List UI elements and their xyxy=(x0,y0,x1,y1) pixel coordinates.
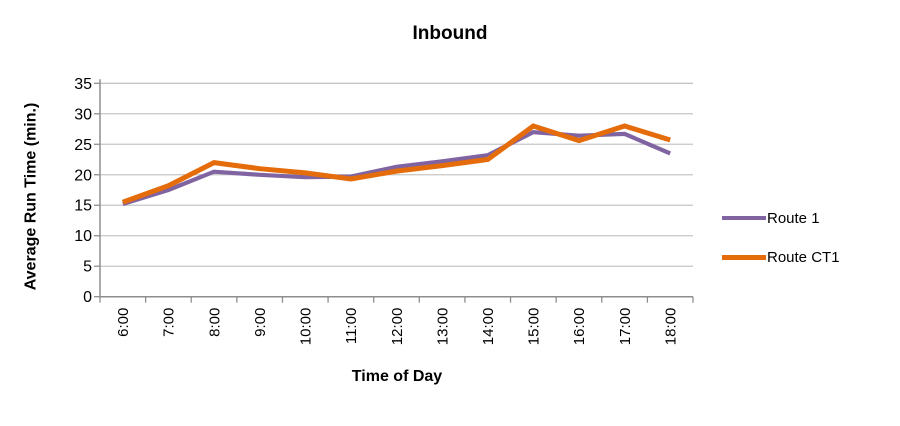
x-tick-label: 7:00 xyxy=(161,308,178,337)
x-tick-label: 10:00 xyxy=(298,308,315,346)
y-tick-label: 35 xyxy=(74,76,92,93)
route-ct1-line-swatch xyxy=(722,254,766,260)
legend-label-route-ct1: Route CT1 xyxy=(767,248,840,266)
series-line-route-1 xyxy=(122,129,672,207)
x-tick-label: 8:00 xyxy=(206,308,223,337)
legend-item-route-ct1: Route CT1 xyxy=(722,245,840,269)
legend-label-route-1: Route 1 xyxy=(767,209,820,227)
x-axis-title: Time of Day xyxy=(351,368,443,385)
x-tick-label: 18:00 xyxy=(662,308,679,346)
chart-title: Inbound xyxy=(412,23,488,44)
x-tick-label: 13:00 xyxy=(434,308,451,346)
y-tick-label: 25 xyxy=(74,137,92,154)
legend-item-route-1: Route 1 xyxy=(722,206,840,230)
y-tick-label: 15 xyxy=(74,198,92,215)
x-tick-label: 15:00 xyxy=(526,308,543,346)
series-line-route-ct1 xyxy=(121,123,671,205)
x-tick-label: 12:00 xyxy=(389,308,406,346)
legend: Route 1 Route CT1 xyxy=(722,206,840,269)
x-tick-label: 14:00 xyxy=(480,308,497,346)
y-tick-label: 10 xyxy=(74,228,92,245)
y-tick-label: 30 xyxy=(74,106,92,123)
x-tick-label: 9:00 xyxy=(252,308,269,337)
x-tick-label: 11:00 xyxy=(343,308,360,344)
y-axis-title: Average Run Time (min.) xyxy=(22,102,40,291)
x-tick-label: 6:00 xyxy=(115,308,132,337)
y-tick-label: 20 xyxy=(74,167,92,184)
y-tick-label: 0 xyxy=(83,289,92,306)
x-tick-label: 17:00 xyxy=(617,308,634,346)
x-tick-label: 16:00 xyxy=(571,308,588,346)
route-1-line-swatch xyxy=(722,216,766,220)
y-tick-label: 5 xyxy=(83,259,92,276)
